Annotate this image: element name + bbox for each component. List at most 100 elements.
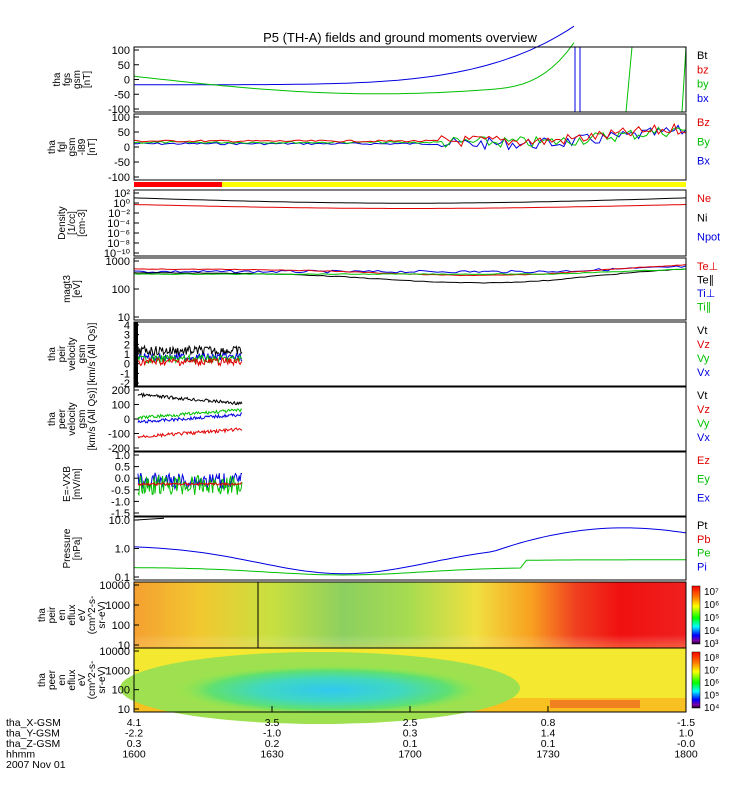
traces-fgs	[133, 25, 687, 113]
y-label-line: peer	[57, 408, 68, 429]
velocity-trace	[137, 352, 243, 363]
date-label: 2007 Nov 01	[6, 759, 66, 771]
x-tick-label: 2.5	[403, 717, 418, 729]
colorbar-label: 10⁶	[704, 678, 719, 689]
y-tick-label: 3	[124, 330, 130, 342]
x-tick-label: 0.3	[127, 738, 142, 750]
series-ni	[133, 197, 687, 204]
velocity-trace	[137, 353, 243, 364]
colorbar-label: 10⁶	[704, 600, 719, 611]
y-label-line: en	[57, 609, 68, 620]
x-tick-label: 1700	[398, 749, 422, 761]
legend-label: Ex	[697, 492, 710, 504]
y-axis-label: tha peir en eflux eV (cm^2-s-sr-eV)	[37, 596, 108, 635]
x-axis: tha_X-GSM 4.1 3.5 2.5 0.8 -1.5 tha_Y-GSM -2.2 -1…	[6, 706, 698, 771]
colorbar-label: 10⁴	[704, 626, 719, 637]
series-by	[133, 42, 575, 95]
plot-area	[134, 322, 686, 386]
y-label-line: [eV]	[72, 280, 83, 298]
velocity-trace	[137, 357, 243, 368]
panel-fgs: 100 50 0 -50 -100 tha fgs gsm [nT] Bt bz by bx	[52, 25, 709, 116]
y-ticks: 1.00.50.0-0.5-1.0-1.5	[111, 450, 139, 520]
y-label-line: velocity	[67, 337, 78, 370]
y-label-line: magt3	[62, 275, 73, 303]
legend-efield: Ez Ey Ex	[697, 455, 710, 504]
legend-label: Vx	[697, 432, 710, 444]
legend-label: Vy	[697, 353, 710, 365]
legend-label: Bx	[697, 156, 710, 168]
y-label-line: [nPa]	[72, 537, 83, 561]
y-label-line: eflux	[67, 669, 78, 690]
velocity-trace	[137, 392, 243, 406]
colorbar-label: 10⁵	[704, 613, 719, 624]
colorbar-label: 10⁷	[704, 666, 719, 677]
y-label-line: gsm	[67, 138, 78, 157]
legend-label: Npot	[697, 232, 720, 244]
legend-density: Ne Ni Npot	[697, 193, 720, 244]
traces-efield	[137, 472, 243, 497]
y-tick-label: 10.0	[109, 515, 130, 527]
y-tick-label: -50	[114, 89, 130, 101]
y-tick-label: 0.0	[115, 473, 130, 485]
x-tick-label: 3.5	[265, 717, 280, 729]
y-tick-label: 50	[118, 60, 130, 72]
y-axis-label: tha peir velocity gsm [km/s (All Qs)]	[47, 322, 98, 385]
y-tick-label: 100	[112, 620, 130, 632]
y-tick-label: 50	[118, 127, 130, 139]
mode-bar-fast	[222, 182, 686, 187]
x-tick-label: 0.1	[403, 738, 418, 750]
y-tick-label: 100	[112, 400, 130, 412]
y-label-line: peir	[47, 606, 58, 623]
y-ticks: 1000 100 10	[106, 256, 139, 324]
y-tick-label: 10000	[99, 580, 130, 592]
series-ne	[133, 204, 687, 209]
y-ticks: 200 100 0 -100 -200	[108, 385, 139, 455]
y-tick-label: -100	[108, 429, 130, 441]
y-axis-label: tha fgl gsm -l89 [nT]	[47, 138, 98, 157]
series-pi	[133, 527, 687, 575]
y-axis-label: tha peer en eflux eV (cm^2-s-sr-eV)	[37, 661, 108, 700]
temperature-trace	[133, 268, 687, 284]
y-axis-label: Pressure [nPa]	[62, 528, 83, 568]
x-tick-label: 1.0	[679, 728, 694, 740]
velocity-trace	[137, 408, 243, 421]
y-tick-label: -50	[114, 157, 130, 169]
plot-area	[134, 47, 686, 112]
y-label-line: Pressure	[62, 528, 73, 568]
velocity-trace	[137, 474, 243, 497]
legend-label: Bt	[697, 50, 707, 62]
x-row-label: tha_Z-GSM	[6, 738, 60, 750]
y-ticks: 10.0 1.0 0.1	[109, 515, 139, 584]
y-tick-label: -1.0	[111, 496, 130, 508]
legend-label: bz	[697, 64, 709, 76]
y-axis-label: tha peer velocity gsm [km/s (All Qs)]	[47, 387, 98, 450]
y-axis-label: magt3 [eV]	[62, 275, 83, 303]
y-tick-label: 0	[124, 414, 130, 426]
y-label-line: tha	[52, 72, 63, 86]
legend-label: Vy	[697, 418, 710, 430]
y-label-line: [km/s (All Qs)]	[87, 322, 98, 385]
legend-label: Vt	[697, 325, 707, 337]
velocity-trace	[137, 481, 243, 487]
y-tick-label: 1000	[106, 600, 130, 612]
legend-label: by	[697, 79, 709, 91]
legend-label: Pi	[697, 561, 707, 573]
y-label-line: tha	[37, 608, 48, 622]
x-tick-label: 1600	[122, 749, 146, 761]
y-label-line: eV	[77, 674, 88, 687]
x-tick-label: 1630	[260, 749, 284, 761]
y-tick-label: 10²	[114, 188, 130, 200]
x-tick-label: 0.1	[541, 738, 556, 750]
colorbar-scale	[691, 585, 701, 645]
panel-efield: 1.00.50.0-0.5-1.0-1.5 E=-VXB [mV/m] Ez Ey Ex	[62, 450, 710, 520]
legend-peir-velocity: Vt Vz Vy Vx	[697, 325, 710, 379]
legend-label: Te∥	[697, 275, 714, 287]
series-by	[133, 126, 687, 148]
y-tick-label: 100	[112, 45, 130, 57]
velocity-trace	[137, 427, 243, 439]
legend-label: By	[697, 136, 710, 148]
y-label-line: eflux	[67, 604, 78, 625]
